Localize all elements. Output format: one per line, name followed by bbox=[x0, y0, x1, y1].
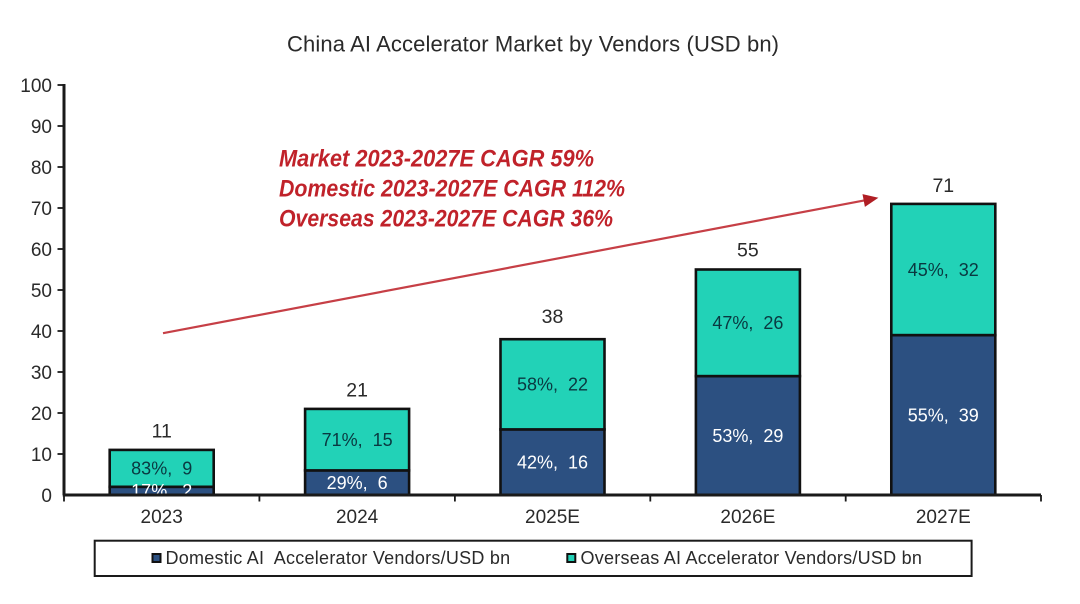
svg-text:80: 80 bbox=[31, 158, 52, 179]
svg-text:Domestic 2023-2027E CAGR 112%: Domestic 2023-2027E CAGR 112% bbox=[279, 176, 625, 203]
svg-text:2023: 2023 bbox=[141, 507, 183, 528]
svg-text:Overseas 2023-2027E CAGR 36%: Overseas 2023-2027E CAGR 36% bbox=[279, 206, 613, 233]
svg-text:83%, 9: 83%, 9 bbox=[131, 459, 192, 479]
svg-text:Domestic AI Accelerator Vendo: Domestic AI Accelerator Vendors/USD bn bbox=[166, 548, 511, 568]
svg-text:100: 100 bbox=[20, 76, 52, 97]
svg-text:55%, 39: 55%, 39 bbox=[908, 405, 979, 425]
svg-text:10: 10 bbox=[31, 445, 52, 466]
svg-text:Market 2023-2027E CAGR 59%: Market 2023-2027E CAGR 59% bbox=[279, 146, 594, 173]
svg-text:70: 70 bbox=[31, 199, 52, 220]
svg-text:20: 20 bbox=[31, 404, 52, 425]
svg-text:2025E: 2025E bbox=[525, 507, 580, 528]
svg-text:47%, 26: 47%, 26 bbox=[712, 313, 783, 333]
svg-text:42%, 16: 42%, 16 bbox=[517, 453, 588, 473]
svg-text:38: 38 bbox=[542, 306, 564, 328]
svg-text:40: 40 bbox=[31, 322, 52, 343]
svg-text:0: 0 bbox=[41, 486, 52, 507]
svg-text:30: 30 bbox=[31, 363, 52, 384]
svg-text:2026E: 2026E bbox=[720, 507, 775, 528]
svg-text:71: 71 bbox=[932, 175, 954, 197]
svg-text:29%, 6: 29%, 6 bbox=[327, 473, 388, 493]
svg-text:71%, 15: 71%, 15 bbox=[322, 430, 393, 450]
svg-text:90: 90 bbox=[31, 117, 52, 138]
svg-text:58%, 22: 58%, 22 bbox=[517, 375, 588, 395]
svg-text:11: 11 bbox=[152, 420, 172, 442]
svg-text:2024: 2024 bbox=[336, 507, 379, 528]
svg-text:China AI Accelerator Market by: China AI Accelerator Market by Vendors (… bbox=[287, 32, 779, 57]
svg-text:2027E: 2027E bbox=[916, 507, 971, 528]
svg-text:21: 21 bbox=[346, 379, 368, 401]
svg-text:55: 55 bbox=[737, 240, 759, 262]
svg-text:53%, 29: 53%, 29 bbox=[712, 426, 783, 446]
svg-text:45%, 32: 45%, 32 bbox=[908, 260, 979, 280]
svg-text:50: 50 bbox=[31, 281, 52, 302]
svg-text:17%, 2: 17%, 2 bbox=[131, 481, 192, 501]
svg-text:Overseas AI Accelerator Vendor: Overseas AI Accelerator Vendors/USD bn bbox=[581, 548, 923, 568]
svg-text:60: 60 bbox=[31, 240, 52, 261]
